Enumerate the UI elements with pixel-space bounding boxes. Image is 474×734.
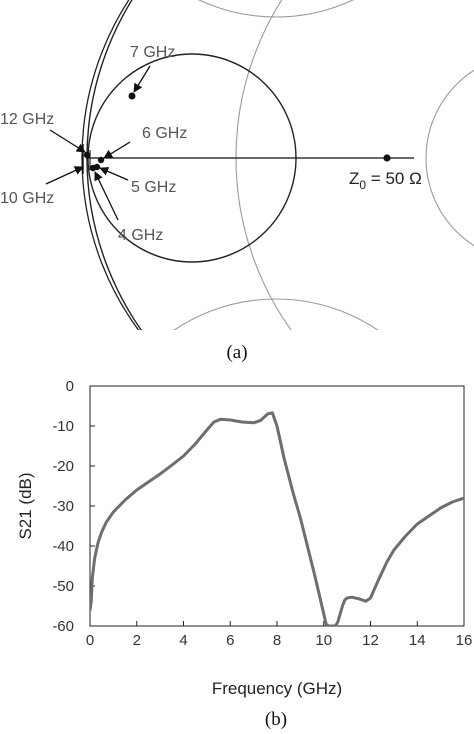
- x-tick-label: 12: [362, 632, 379, 649]
- annotation-10ghz: 10 GHz: [0, 190, 54, 207]
- z0-label: Z0 = 50 Ω: [349, 169, 422, 192]
- x-tick-label: 8: [273, 632, 281, 649]
- annotation-12ghz: 12 GHz: [0, 111, 54, 128]
- panel-label-a: (a): [226, 342, 247, 363]
- x-tick-label: 6: [226, 632, 234, 649]
- x-tick-label: 4: [179, 632, 187, 649]
- annotation-6ghz: 6 GHz: [142, 125, 187, 142]
- arrow-10ghz: [45, 166, 84, 185]
- annotation-7ghz: 7 GHz: [130, 44, 175, 61]
- point-50ohm: [383, 154, 391, 162]
- y-tick-label: -20: [52, 458, 74, 475]
- smith-outer-arc: [81, 0, 140, 330]
- y-tick-label: -40: [52, 538, 74, 555]
- y-axis-ticks: 0 -10 -20 -30 -40 -50 -60: [52, 378, 95, 635]
- x-tick-label: 16: [456, 632, 473, 649]
- y-tick-label: -10: [52, 418, 74, 435]
- panel-label-b: (b): [265, 709, 287, 730]
- s21-chart-panel: 0 2 4 6 8 10 12 14 16 0 -10 -20 -30 -40 -50 -60 Freque…: [16, 378, 472, 698]
- y-tick-label: -30: [52, 498, 74, 515]
- smith-grid-circle: [425, 69, 474, 247]
- arrow-12ghz: [49, 129, 86, 153]
- y-tick-label: -50: [52, 578, 74, 595]
- arrow-5ghz: [99, 167, 129, 181]
- arrow-4ghz: [94, 171, 119, 221]
- smith-grid-circle: [173, 298, 379, 330]
- s21-series-line: [90, 411, 464, 626]
- point-7ghz: [128, 92, 136, 100]
- point-6ghz: [97, 156, 105, 164]
- x-tick-label: 10: [315, 632, 332, 649]
- point-12ghz: [83, 151, 91, 159]
- x-axis-ticks: 0 2 4 6 8 10 12 14 16: [86, 621, 473, 649]
- x-tick-label: 2: [133, 632, 141, 649]
- annotation-4ghz: 4 GHz: [118, 227, 163, 244]
- z0-rest: = 50 Ω: [366, 169, 422, 188]
- smith-chart-panel: 7 GHz 12 GHz 6 GHz 5 GHz 10 GHz 4 GHz Z0…: [0, 0, 474, 330]
- y-tick-label: -60: [52, 618, 74, 635]
- point-4ghz: [89, 164, 97, 172]
- x-tick-label: 14: [409, 632, 426, 649]
- smith-grid-circle: [198, 0, 354, 18]
- arrow-6ghz: [103, 141, 131, 159]
- z0-subscript: 0: [359, 178, 366, 192]
- arrow-7ghz: [133, 65, 151, 93]
- y-tick-label: 0: [66, 378, 74, 395]
- annotation-5ghz: 5 GHz: [131, 179, 176, 196]
- y-axis-title: S21 (dB): [16, 472, 35, 539]
- z0-main: Z: [349, 169, 359, 188]
- x-axis-title: Frequency (GHz): [212, 679, 342, 698]
- x-tick-label: 0: [86, 632, 94, 649]
